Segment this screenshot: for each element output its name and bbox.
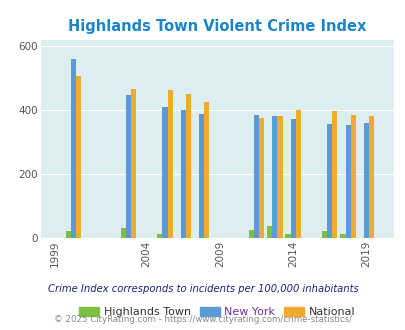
Bar [76,76,81,238]
Bar [290,119,295,238]
Bar [157,234,162,238]
Bar [368,116,373,238]
Bar [345,125,350,238]
Bar [272,116,277,238]
Bar [162,107,167,238]
Bar [248,230,254,238]
Bar [180,110,185,238]
Bar [126,95,131,238]
Bar [204,102,209,238]
Bar [350,115,355,238]
Bar [120,228,126,238]
Bar [321,231,326,238]
Title: Highlands Town Violent Crime Index: Highlands Town Violent Crime Index [68,19,365,34]
Bar [258,118,264,238]
Bar [254,115,258,238]
Text: Crime Index corresponds to incidents per 100,000 inhabitants: Crime Index corresponds to incidents per… [47,284,358,294]
Bar [295,110,300,238]
Bar [339,234,345,238]
Bar [131,89,136,238]
Bar [185,94,191,238]
Bar [66,231,71,238]
Bar [277,116,282,238]
Bar [167,90,172,238]
Bar [332,111,337,238]
Bar [326,124,332,238]
Bar [198,114,204,238]
Text: © 2025 CityRating.com - https://www.cityrating.com/crime-statistics/: © 2025 CityRating.com - https://www.city… [54,315,351,324]
Bar [266,226,272,238]
Bar [71,59,76,238]
Legend: Highlands Town, New York, National: Highlands Town, New York, National [75,303,359,322]
Bar [363,123,368,238]
Bar [285,234,290,238]
